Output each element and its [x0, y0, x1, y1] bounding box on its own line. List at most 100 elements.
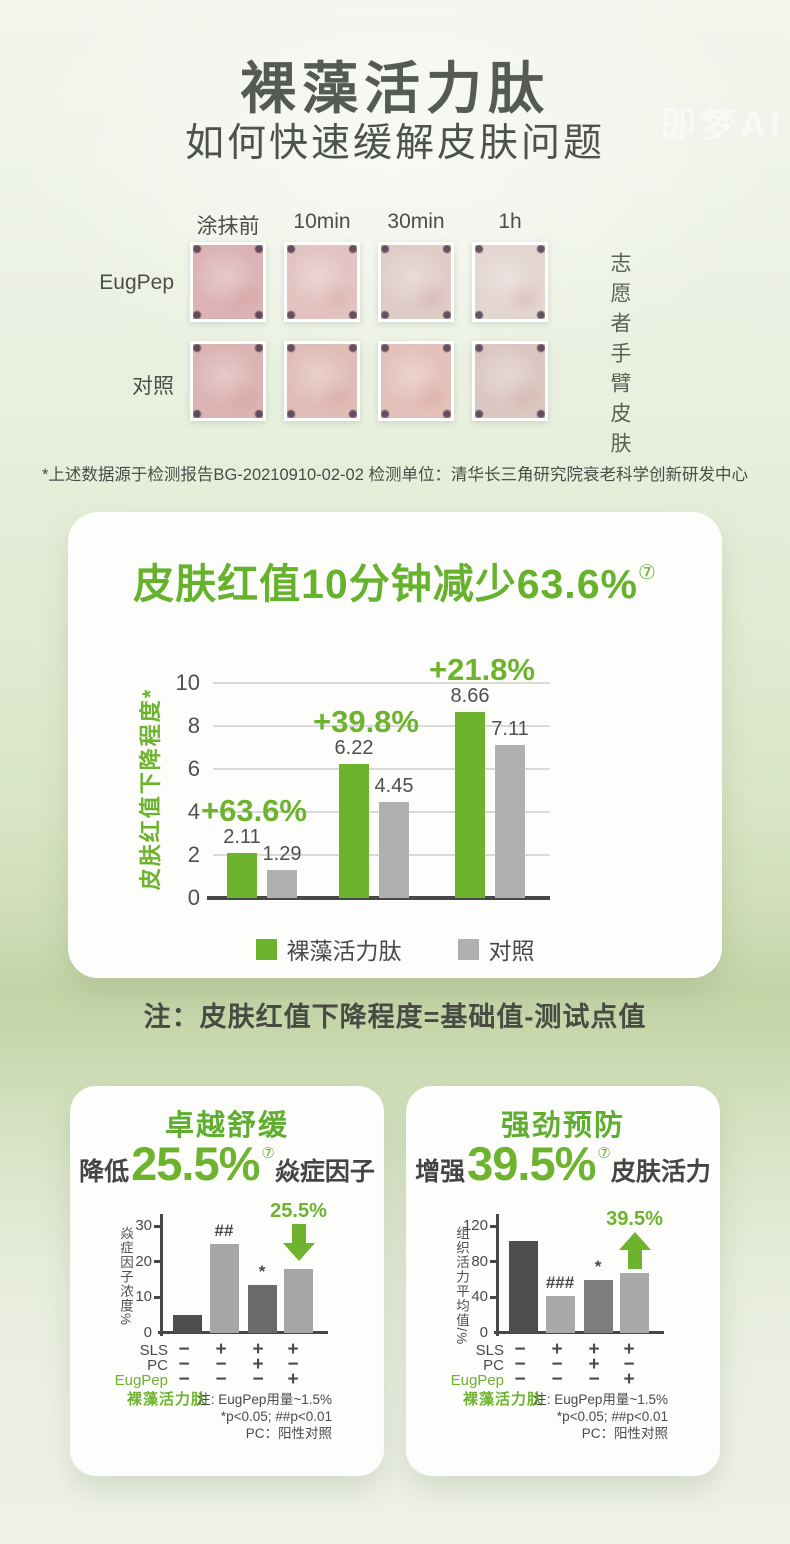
y-tick-label: 10 — [135, 1288, 152, 1306]
condition-symbol: − — [551, 1354, 563, 1375]
legend-swatch — [457, 938, 479, 960]
conditions-sub-label: 裸藻活力肽 — [127, 1391, 208, 1408]
x-axis-line — [158, 1331, 328, 1334]
y-tick-label: 30 — [135, 1217, 152, 1234]
condition-row-label: PC — [483, 1357, 504, 1374]
bar — [620, 1273, 649, 1333]
stat-superscript: ⑦ — [597, 1145, 611, 1162]
y-axis-label: 组织活力平均值/% — [454, 1226, 469, 1346]
stat-suffix: 焱症因子 — [274, 1158, 375, 1186]
main-chart-title-text: 皮肤红值10分钟减少63.6% — [133, 561, 638, 607]
skin-photo — [190, 341, 266, 421]
x-axis-line — [207, 896, 550, 900]
soothing-stat-line: 降低 25.5% ⑦ 焱症因子 — [70, 1136, 384, 1192]
y-axis-line — [496, 1214, 499, 1336]
condition-symbol: − — [252, 1369, 264, 1390]
condition-symbol: + — [623, 1339, 635, 1360]
significance-label: ### — [545, 1273, 575, 1293]
y-tick-label: 120 — [462, 1217, 488, 1234]
arrow-stem — [627, 1250, 642, 1269]
soothing-card-title: 卓越舒缓 — [164, 1110, 289, 1142]
y-tick-mark — [490, 1295, 497, 1299]
condition-symbol: − — [215, 1354, 227, 1375]
condition-symbol: − — [178, 1354, 190, 1375]
condition-symbol: − — [514, 1339, 526, 1360]
condition-row-label: EugPep — [450, 1372, 504, 1389]
legend: 裸藻活力肽 对照 — [68, 932, 722, 966]
chart-note-line: PC：阳性对照 — [581, 1426, 668, 1441]
bar — [509, 1241, 538, 1333]
condition-symbol: + — [551, 1339, 563, 1360]
x-axis-line — [494, 1331, 664, 1334]
bar-gray — [495, 745, 525, 898]
value-label: 1.29 — [262, 843, 302, 866]
page-title: 裸藻活力肽 — [240, 57, 550, 120]
prevention-card-title: 强劲预防 — [500, 1110, 625, 1142]
inflammation-bar-chart: 0 10 20 30 焱症因子浓度% ## * * 25.5% SLS − + + + PC − − + − EugP… — [70, 1086, 384, 1476]
condition-row-label: SLS — [475, 1342, 504, 1359]
condition-symbol: − — [178, 1339, 190, 1360]
col-header-1h: 1h — [498, 210, 522, 233]
condition-symbol: − — [551, 1369, 563, 1390]
value-label: 4.45 — [374, 775, 414, 798]
condition-symbol: + — [287, 1369, 299, 1390]
bar-green — [227, 852, 257, 898]
soothing-card: 卓越舒缓 降低 25.5% ⑦ 焱症因子 0 10 20 30 焱症因子浓度% ## * * 2… — [70, 1086, 384, 1476]
condition-row-label: PC — [147, 1357, 168, 1374]
legend-label: 对照 — [488, 938, 535, 964]
stat-superscript: ⑦ — [261, 1145, 275, 1162]
gridline — [213, 682, 550, 684]
significance-label: ## — [214, 1220, 234, 1240]
chart-note-block: 注: EugPep用量~1.5% *p<0.05; ##p<0.01 PC：阳性对照 — [506, 1391, 668, 1442]
y-tick-label: 0 — [187, 885, 200, 910]
bar — [584, 1280, 613, 1333]
condition-symbol: − — [178, 1369, 190, 1390]
chart-note-line: 注: EugPep用量~1.5% — [533, 1392, 668, 1407]
gridline — [213, 725, 550, 727]
y-tick-mark — [154, 1260, 161, 1264]
condition-symbol: − — [287, 1354, 299, 1375]
chart-note-line: *p<0.05; ##p<0.01 — [556, 1409, 668, 1424]
skin-photo — [378, 242, 454, 322]
y-tick-mark — [154, 1224, 161, 1228]
main-bar-chart: 0 2 4 6 8 10 皮肤红值下降程度* 2.11 1.29 +63.6% 6.22 4.45 +3… — [68, 512, 722, 978]
condition-symbol: − — [514, 1369, 526, 1390]
chart-note-block: 注: EugPep用量~1.5% *p<0.05; ##p<0.01 PC：阳性对照 — [170, 1391, 332, 1442]
chart-note-line: 注: EugPep用量~1.5% — [197, 1392, 332, 1407]
row-label-eugpep: EugPep — [99, 271, 174, 294]
group-annotation: +21.8% — [428, 651, 535, 687]
significance-label: * — [594, 1257, 602, 1277]
y-tick-mark — [490, 1260, 497, 1264]
chart-note-line: PC：阳性对照 — [245, 1426, 332, 1441]
group-annotation: +63.6% — [200, 792, 307, 828]
value-label: 7.11 — [491, 718, 529, 741]
skin-photo — [472, 341, 548, 421]
condition-symbol: − — [623, 1354, 635, 1375]
condition-symbol: + — [215, 1339, 227, 1360]
chart-note: 注：皮肤红值下降程度=基础值-测试点值 — [143, 1002, 647, 1032]
stat-suffix: 皮肤活力 — [610, 1158, 711, 1186]
bar-green — [339, 764, 369, 898]
y-tick-label: 8 — [187, 713, 200, 738]
page-subtitle: 如何快速缓解皮肤问题 — [184, 122, 605, 165]
bar — [210, 1243, 239, 1333]
chart-note-line: *p<0.05; ##p<0.01 — [220, 1409, 332, 1424]
stat-prefix: 增强 — [415, 1158, 466, 1186]
legend-item: 对照 — [457, 932, 535, 966]
col-header-before: 涂抹前 — [196, 215, 260, 238]
y-tick-label: 4 — [187, 799, 200, 824]
condition-row-label: EugPep — [114, 1372, 168, 1389]
main-chart-card: 皮肤红值10分钟减少63.6%⑦ 0 2 4 6 8 10 皮肤红值下降程度* 2.11 1.2… — [68, 512, 722, 978]
y-tick-label: 0 — [143, 1324, 152, 1341]
stat-prefix: 降低 — [79, 1158, 130, 1186]
y-tick-label: 0 — [479, 1324, 488, 1341]
main-chart-title-sup: ⑦ — [637, 562, 657, 585]
condition-symbol: − — [215, 1369, 227, 1390]
skin-photo — [472, 242, 548, 322]
conditions-sub-label: 裸藻活力肽 — [463, 1391, 544, 1408]
arrow-head — [282, 1243, 315, 1261]
arrow-stem — [291, 1224, 306, 1243]
stat-value: 25.5% — [131, 1137, 260, 1190]
condition-symbol: + — [287, 1339, 299, 1360]
